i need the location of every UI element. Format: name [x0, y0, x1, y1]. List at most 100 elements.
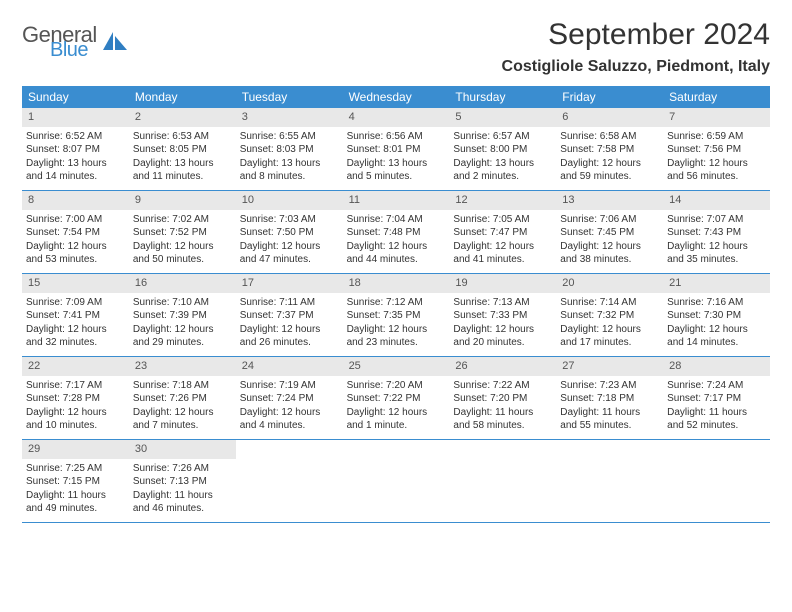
day-info-line: Sunrise: 7:16 AM [667, 296, 766, 310]
day-info-line: Daylight: 12 hours [240, 240, 339, 254]
title-block: September 2024 Costigliole Saluzzo, Pied… [502, 18, 770, 76]
day-cell: 30Sunrise: 7:26 AMSunset: 7:13 PMDayligh… [129, 440, 236, 522]
day-info-line: Sunrise: 6:55 AM [240, 130, 339, 144]
day-info-line: Daylight: 12 hours [26, 406, 125, 420]
day-cell: 21Sunrise: 7:16 AMSunset: 7:30 PMDayligh… [663, 274, 770, 356]
day-info-line: Sunrise: 7:00 AM [26, 213, 125, 227]
day-cell: 26Sunrise: 7:22 AMSunset: 7:20 PMDayligh… [449, 357, 556, 439]
day-info-line: Sunset: 7:39 PM [133, 309, 232, 323]
day-info-line: Daylight: 12 hours [347, 240, 446, 254]
calendar: SundayMondayTuesdayWednesdayThursdayFrid… [22, 86, 770, 523]
day-cell: 12Sunrise: 7:05 AMSunset: 7:47 PMDayligh… [449, 191, 556, 273]
day-number: 28 [663, 357, 770, 376]
day-info-line: and 5 minutes. [347, 170, 446, 184]
day-info-line: Daylight: 13 hours [133, 157, 232, 171]
day-info-line: Sunrise: 6:59 AM [667, 130, 766, 144]
day-info-line: and 50 minutes. [133, 253, 232, 267]
week-row: 29Sunrise: 7:25 AMSunset: 7:15 PMDayligh… [22, 440, 770, 523]
day-cell: 25Sunrise: 7:20 AMSunset: 7:22 PMDayligh… [343, 357, 450, 439]
day-info-line: and 47 minutes. [240, 253, 339, 267]
day-cell: 17Sunrise: 7:11 AMSunset: 7:37 PMDayligh… [236, 274, 343, 356]
day-cell: 1Sunrise: 6:52 AMSunset: 8:07 PMDaylight… [22, 108, 129, 190]
day-number: 30 [129, 440, 236, 459]
day-info-line: Sunrise: 6:57 AM [453, 130, 552, 144]
day-cell: 22Sunrise: 7:17 AMSunset: 7:28 PMDayligh… [22, 357, 129, 439]
day-number: 29 [22, 440, 129, 459]
week-row: 1Sunrise: 6:52 AMSunset: 8:07 PMDaylight… [22, 108, 770, 191]
day-cell: 5Sunrise: 6:57 AMSunset: 8:00 PMDaylight… [449, 108, 556, 190]
day-number: 11 [343, 191, 450, 210]
day-info-line: Sunset: 7:13 PM [133, 475, 232, 489]
day-info-line: Sunset: 7:26 PM [133, 392, 232, 406]
day-number: 10 [236, 191, 343, 210]
day-info-line: Daylight: 12 hours [560, 240, 659, 254]
day-info-line: and 44 minutes. [347, 253, 446, 267]
day-info-line: Sunrise: 7:13 AM [453, 296, 552, 310]
day-cell: 9Sunrise: 7:02 AMSunset: 7:52 PMDaylight… [129, 191, 236, 273]
day-info-line: Daylight: 12 hours [667, 240, 766, 254]
day-info-line: Sunset: 7:17 PM [667, 392, 766, 406]
day-cell: 23Sunrise: 7:18 AMSunset: 7:26 PMDayligh… [129, 357, 236, 439]
weeks-container: 1Sunrise: 6:52 AMSunset: 8:07 PMDaylight… [22, 108, 770, 523]
weekday-header: Saturday [663, 86, 770, 108]
day-info-line: and 14 minutes. [26, 170, 125, 184]
day-number: 21 [663, 274, 770, 293]
day-info-line: Sunrise: 6:58 AM [560, 130, 659, 144]
day-number: 4 [343, 108, 450, 127]
logo-text-stack: General Blue [22, 24, 97, 60]
day-info-line: Daylight: 11 hours [667, 406, 766, 420]
weekday-header: Friday [556, 86, 663, 108]
day-number: 2 [129, 108, 236, 127]
day-cell [663, 440, 770, 522]
day-cell: 20Sunrise: 7:14 AMSunset: 7:32 PMDayligh… [556, 274, 663, 356]
month-title: September 2024 [502, 18, 770, 52]
day-info-line: Sunrise: 7:02 AM [133, 213, 232, 227]
day-number: 14 [663, 191, 770, 210]
day-number: 5 [449, 108, 556, 127]
location-label: Costigliole Saluzzo, Piedmont, Italy [502, 58, 770, 76]
day-info-line: and 2 minutes. [453, 170, 552, 184]
day-number: 8 [22, 191, 129, 210]
day-number: 18 [343, 274, 450, 293]
day-cell: 4Sunrise: 6:56 AMSunset: 8:01 PMDaylight… [343, 108, 450, 190]
day-info-line: Daylight: 12 hours [453, 240, 552, 254]
day-info-line: Sunset: 7:24 PM [240, 392, 339, 406]
logo: General Blue [22, 24, 129, 60]
day-info-line: Daylight: 12 hours [453, 323, 552, 337]
weekday-header: Wednesday [343, 86, 450, 108]
day-info-line: and 26 minutes. [240, 336, 339, 350]
day-number: 22 [22, 357, 129, 376]
day-info-line: Sunset: 7:54 PM [26, 226, 125, 240]
day-number: 27 [556, 357, 663, 376]
logo-word-blue: Blue [50, 40, 97, 60]
day-info-line: Sunset: 8:01 PM [347, 143, 446, 157]
day-cell: 27Sunrise: 7:23 AMSunset: 7:18 PMDayligh… [556, 357, 663, 439]
day-info-line: Sunrise: 7:11 AM [240, 296, 339, 310]
day-info-line: Sunset: 7:56 PM [667, 143, 766, 157]
day-number: 24 [236, 357, 343, 376]
day-info-line: and 4 minutes. [240, 419, 339, 433]
weekday-header: Monday [129, 86, 236, 108]
day-info-line: Sunset: 8:03 PM [240, 143, 339, 157]
day-info-line: Sunrise: 7:06 AM [560, 213, 659, 227]
day-info-line: Sunrise: 7:23 AM [560, 379, 659, 393]
day-number: 13 [556, 191, 663, 210]
day-info-line: Sunrise: 7:12 AM [347, 296, 446, 310]
sail-icon [101, 30, 129, 59]
day-info-line: Sunrise: 7:07 AM [667, 213, 766, 227]
day-cell: 3Sunrise: 6:55 AMSunset: 8:03 PMDaylight… [236, 108, 343, 190]
day-info-line: Daylight: 12 hours [26, 240, 125, 254]
day-info-line: Sunset: 7:18 PM [560, 392, 659, 406]
day-info-line: Sunset: 7:35 PM [347, 309, 446, 323]
day-cell: 11Sunrise: 7:04 AMSunset: 7:48 PMDayligh… [343, 191, 450, 273]
day-cell: 10Sunrise: 7:03 AMSunset: 7:50 PMDayligh… [236, 191, 343, 273]
day-number: 7 [663, 108, 770, 127]
day-info-line: Daylight: 12 hours [133, 240, 232, 254]
day-cell: 8 Sunrise: 7:00 AMSunset: 7:54 PMDaylight… [22, 191, 129, 273]
day-info-line: and 11 minutes. [133, 170, 232, 184]
day-info-line: and 29 minutes. [133, 336, 232, 350]
day-number: 25 [343, 357, 450, 376]
day-info-line: Daylight: 13 hours [453, 157, 552, 171]
weekday-header-row: SundayMondayTuesdayWednesdayThursdayFrid… [22, 86, 770, 108]
weekday-header: Tuesday [236, 86, 343, 108]
